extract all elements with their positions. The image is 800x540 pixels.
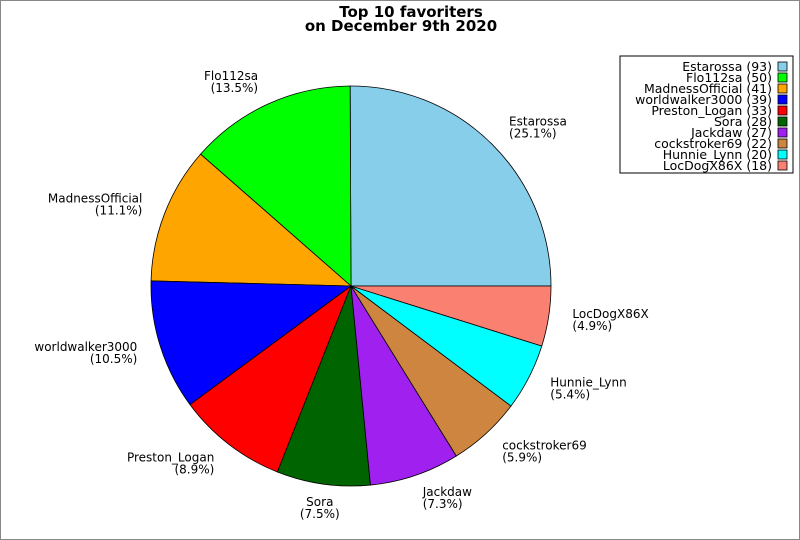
legend-swatch	[777, 138, 788, 149]
slice-label: LocDogX86X	[572, 307, 648, 321]
legend-swatch	[777, 94, 788, 105]
legend-entry: LocDogX86X (18)	[663, 158, 772, 173]
legend-entry: Sora (28)	[714, 114, 772, 129]
slice-percent: (25.1%)	[509, 126, 556, 140]
slice-percent: (13.5%)	[211, 81, 258, 95]
legend: Estarossa (93)Flo112sa (50)MadnessOffici…	[619, 55, 794, 174]
pie-slice-madnessofficial	[150, 153, 353, 287]
slice-percent: (7.5%)	[300, 507, 340, 521]
slice-label: cockstroker69	[502, 438, 587, 452]
slice-label: Flo112sa	[204, 69, 258, 83]
slice-percent: (11.1%)	[95, 203, 142, 217]
slice-label: Jackdaw	[422, 485, 472, 499]
pie-slice-worldwalker3000	[150, 280, 353, 406]
legend-swatch	[777, 72, 788, 83]
slice-label: Estarossa	[509, 114, 567, 128]
legend-entry: cockstroker69 (22)	[654, 136, 772, 151]
legend-swatch	[777, 116, 788, 127]
slice-percent: (8.9%)	[174, 462, 214, 476]
legend-entry: Estarossa (93)	[682, 59, 772, 74]
pie-slice-sora	[276, 285, 371, 487]
slice-percent: (5.9%)	[502, 450, 542, 464]
legend-entry: MadnessOfficial (41)	[644, 81, 772, 96]
slice-label: worldwalker3000	[34, 340, 137, 354]
legend-swatch	[777, 61, 788, 72]
slice-label: MadnessOfficial	[48, 191, 142, 205]
legend-swatch	[777, 83, 788, 94]
legend-swatch	[777, 149, 788, 160]
slice-label: Hunnie_Lynn	[550, 375, 626, 389]
slice-percent: (4.9%)	[572, 319, 612, 333]
slice-percent: (10.5%)	[90, 352, 137, 366]
legend-entry: Hunnie_Lynn (20)	[663, 147, 772, 162]
chart-title-line-1: Top 10 favoriters	[339, 3, 483, 21]
legend-entry: Flo112sa (50)	[686, 70, 772, 85]
legend-box	[619, 55, 794, 174]
legend-swatch	[777, 127, 788, 138]
legend-entry: Jackdaw (27)	[690, 125, 772, 140]
slice-label: Sora	[306, 495, 333, 509]
legend-entry: worldwalker3000 (39)	[635, 92, 772, 107]
slice-percent: (5.4%)	[550, 387, 590, 401]
legend-swatch	[777, 105, 788, 116]
slice-label: Preston_Logan	[127, 450, 214, 464]
pie-slice-estarossa	[349, 85, 552, 287]
legend-swatch	[777, 160, 788, 171]
pie-slice-locdogx86x	[350, 285, 552, 347]
pie-slice-flo112sa	[200, 85, 352, 287]
chart-title-line-2: on December 9th 2020	[305, 17, 497, 35]
pie-slice-preston-logan	[189, 284, 352, 473]
slice-percent: (7.3%)	[423, 497, 463, 511]
legend-entry: Preston_Logan (33)	[651, 103, 772, 118]
